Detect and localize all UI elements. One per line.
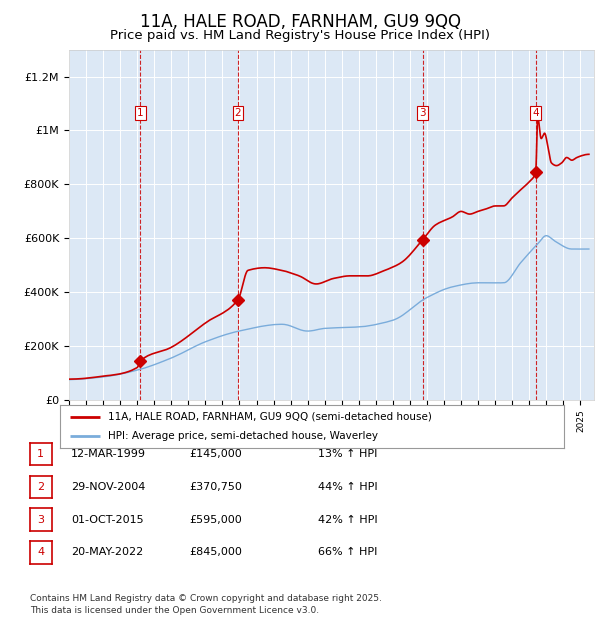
Text: 20-MAY-2022: 20-MAY-2022 (71, 547, 143, 557)
Text: 2: 2 (37, 482, 44, 492)
Text: 3: 3 (37, 515, 44, 525)
Text: 1: 1 (37, 449, 44, 459)
Text: 11A, HALE ROAD, FARNHAM, GU9 9QQ: 11A, HALE ROAD, FARNHAM, GU9 9QQ (139, 12, 461, 31)
Text: 29-NOV-2004: 29-NOV-2004 (71, 482, 145, 492)
Text: Contains HM Land Registry data © Crown copyright and database right 2025.
This d: Contains HM Land Registry data © Crown c… (30, 594, 382, 615)
Text: 4: 4 (532, 108, 539, 118)
Text: 4: 4 (37, 547, 44, 557)
Text: Price paid vs. HM Land Registry's House Price Index (HPI): Price paid vs. HM Land Registry's House … (110, 30, 490, 42)
Text: £595,000: £595,000 (189, 515, 242, 525)
Text: £845,000: £845,000 (189, 547, 242, 557)
Text: 3: 3 (419, 108, 426, 118)
Text: 66% ↑ HPI: 66% ↑ HPI (318, 547, 377, 557)
Text: 1: 1 (137, 108, 144, 118)
Text: 44% ↑ HPI: 44% ↑ HPI (318, 482, 377, 492)
Text: 01-OCT-2015: 01-OCT-2015 (71, 515, 143, 525)
Text: £145,000: £145,000 (189, 449, 242, 459)
Text: HPI: Average price, semi-detached house, Waverley: HPI: Average price, semi-detached house,… (108, 432, 378, 441)
Text: 13% ↑ HPI: 13% ↑ HPI (318, 449, 377, 459)
Text: £370,750: £370,750 (189, 482, 242, 492)
Text: 42% ↑ HPI: 42% ↑ HPI (318, 515, 377, 525)
Text: 2: 2 (235, 108, 241, 118)
Text: 11A, HALE ROAD, FARNHAM, GU9 9QQ (semi-detached house): 11A, HALE ROAD, FARNHAM, GU9 9QQ (semi-d… (108, 412, 432, 422)
Text: 12-MAR-1999: 12-MAR-1999 (71, 449, 146, 459)
